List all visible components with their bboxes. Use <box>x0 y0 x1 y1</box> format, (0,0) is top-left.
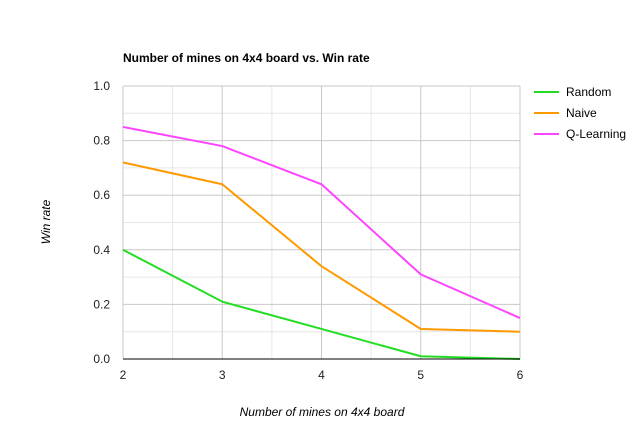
x-tick-label: 6 <box>517 368 524 382</box>
grid <box>122 85 521 360</box>
series-line-q-learning <box>122 125 521 319</box>
x-axis-label: Number of mines on 4x4 board <box>240 405 405 419</box>
legend-label-naive: Naive <box>566 106 597 120</box>
x-tick-label: 3 <box>219 368 226 382</box>
y-axis-label: Win rate <box>39 199 53 244</box>
legend-label-q-learning: Q-Learning <box>566 127 626 141</box>
y-tick-label: 0.6 <box>93 188 110 202</box>
chart-title: Number of mines on 4x4 board vs. Win rat… <box>123 51 370 65</box>
y-tick-label: 1.0 <box>93 79 110 93</box>
y-tick-label: 0.4 <box>93 243 110 257</box>
x-tick-labels: 2 3 4 5 6 <box>120 368 524 382</box>
series-line-random <box>122 248 521 360</box>
x-tick-label: 4 <box>318 368 325 382</box>
x-tick-label: 2 <box>120 368 127 382</box>
x-tick-label: 5 <box>417 368 424 382</box>
legend: Random Naive Q-Learning <box>534 85 626 141</box>
y-tick-label: 0.8 <box>93 134 110 148</box>
legend-label-random: Random <box>566 85 611 99</box>
series-line-naive <box>122 161 521 333</box>
y-tick-label: 0.0 <box>93 352 110 366</box>
y-tick-labels: 0.0 0.2 0.4 0.6 0.8 1.0 <box>93 79 110 366</box>
series-lines <box>122 125 521 360</box>
y-tick-label: 0.2 <box>93 297 110 311</box>
